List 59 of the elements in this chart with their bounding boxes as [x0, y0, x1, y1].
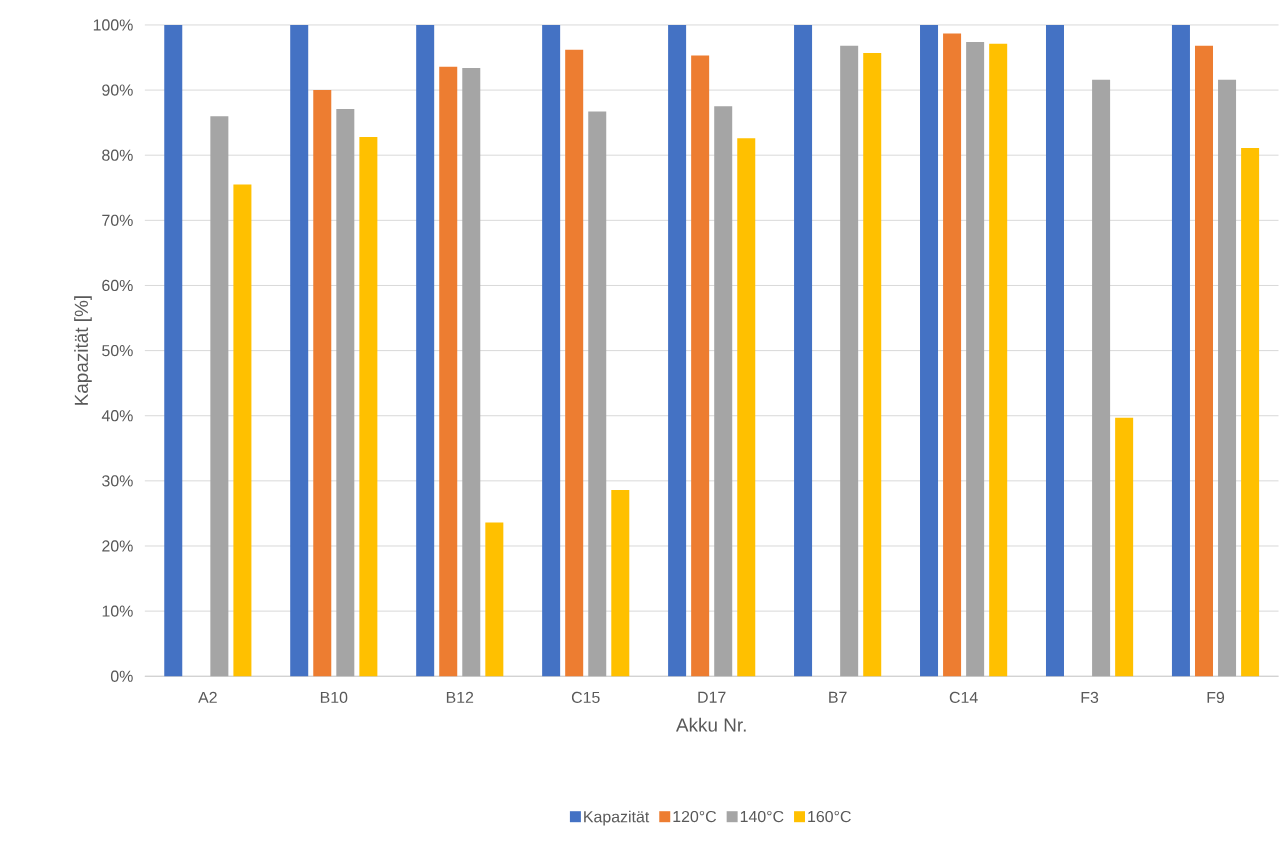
bar — [462, 67, 481, 677]
y-tick-label: 0% — [110, 670, 133, 682]
bar — [565, 49, 584, 677]
bar — [233, 184, 252, 677]
y-tick-label: 80% — [102, 149, 133, 161]
bar — [588, 111, 607, 677]
x-tick-label: D17 — [698, 691, 726, 703]
x-tick-label: B7 — [829, 691, 847, 703]
bar — [611, 489, 630, 677]
y-tick-label: 30% — [102, 475, 133, 487]
y-tick-label: 20% — [102, 540, 133, 552]
bar — [943, 33, 962, 677]
x-tick-label: B12 — [446, 691, 474, 703]
bar — [164, 24, 183, 677]
y-tick-label: 50% — [102, 344, 133, 357]
legend-label: Kapazität — [584, 810, 650, 826]
x-tick-label: A2 — [198, 691, 217, 703]
legend-label: 140°C — [740, 810, 784, 823]
x-tick-label: C14 — [949, 691, 978, 703]
y-axis-title: Kapazität [%] — [74, 296, 92, 405]
bar — [668, 24, 687, 677]
x-tick-label: F9 — [1207, 691, 1225, 703]
bar — [210, 116, 229, 677]
bar — [1218, 79, 1237, 677]
y-tick-label: 70% — [102, 214, 133, 226]
bar — [920, 24, 939, 677]
bar — [989, 43, 1008, 677]
legend-label: 120°C — [673, 810, 717, 823]
bar — [714, 106, 733, 677]
bar — [290, 24, 309, 677]
bar — [439, 66, 458, 677]
legend-label: 160°C — [808, 810, 851, 823]
bar — [336, 108, 355, 677]
bar — [840, 45, 859, 677]
bar — [737, 138, 756, 677]
bar — [691, 55, 710, 677]
bar — [485, 522, 504, 677]
x-axis-title: Akku Nr. — [675, 717, 746, 732]
bar — [794, 24, 813, 677]
x-tick-label: C15 — [571, 691, 600, 703]
bar — [1092, 79, 1111, 677]
y-tick-label: 100% — [93, 19, 133, 31]
bar — [966, 41, 985, 677]
bar — [416, 24, 435, 677]
bar — [359, 136, 378, 677]
bar — [1045, 24, 1064, 677]
bar — [863, 52, 882, 677]
bar — [1171, 24, 1190, 677]
x-tick-label: B10 — [320, 691, 348, 703]
bar — [542, 24, 561, 677]
y-tick-label: 90% — [102, 84, 133, 96]
bar — [1241, 148, 1260, 677]
x-tick-label: F3 — [1081, 691, 1099, 703]
bar — [313, 90, 332, 677]
bar — [1195, 45, 1214, 677]
y-tick-label: 10% — [102, 605, 133, 617]
y-tick-label: 40% — [101, 410, 133, 422]
y-tick-label: 60% — [102, 279, 133, 292]
bar — [1115, 417, 1134, 677]
